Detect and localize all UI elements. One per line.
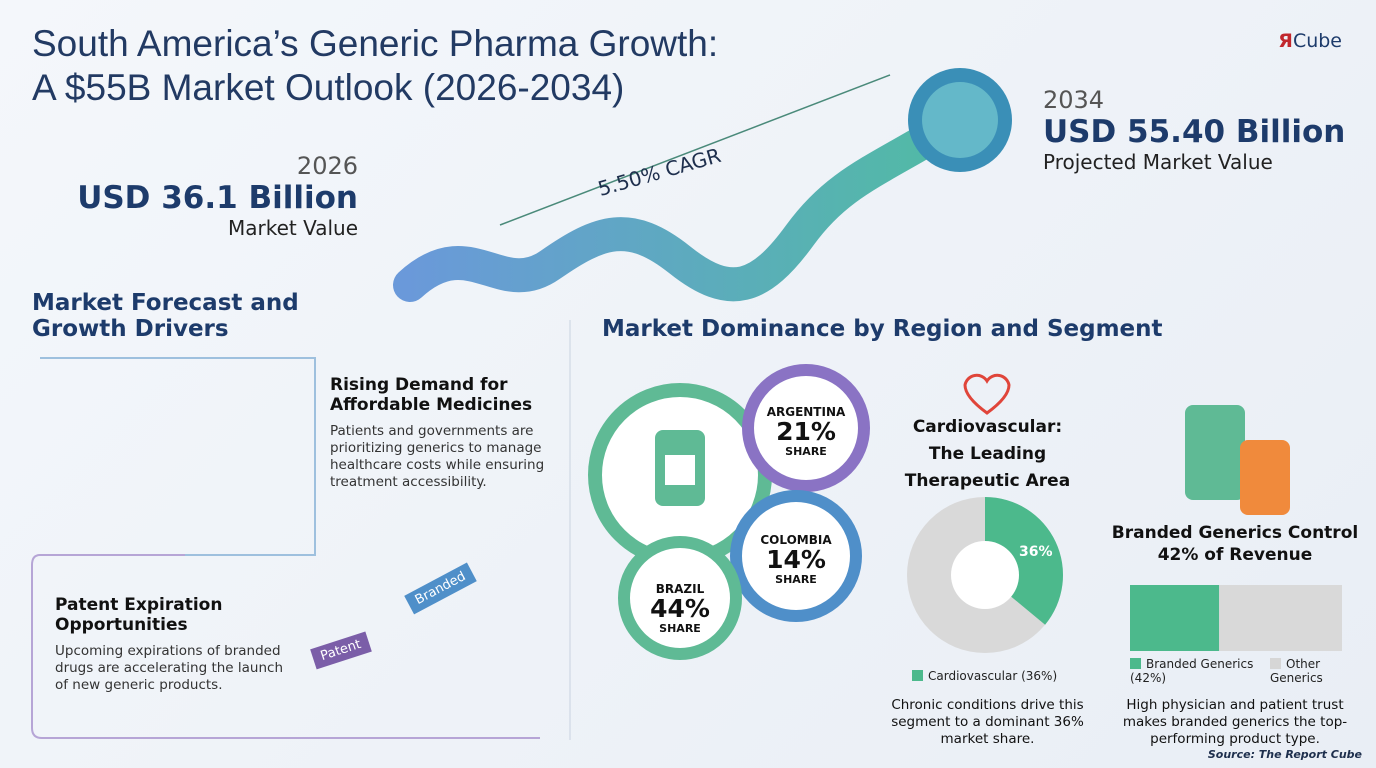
- bar-legend: Other Generics: [1270, 657, 1350, 685]
- segment-note: High physician and patient trust makes b…: [1122, 697, 1348, 747]
- legend-text: Other Generics: [1270, 657, 1323, 685]
- cagr-arrow: [499, 74, 891, 226]
- logo-text: Cube: [1292, 30, 1342, 52]
- driver: Rising Demand for Affordable Medicines P…: [330, 375, 545, 491]
- legend-text: Branded Generics (42%): [1130, 657, 1254, 685]
- end-value: USD 55.40 Billion: [1043, 114, 1346, 150]
- region-ring: [730, 490, 862, 622]
- start-label: Market Value: [227, 216, 358, 240]
- pie-legend: Cardiovascular (36%): [912, 669, 1057, 683]
- region-label: SHARE: [785, 445, 827, 458]
- region-name: BRAZIL: [655, 582, 705, 596]
- bottle-icon: [1240, 440, 1290, 515]
- title: South America’s Generic Pharma Growth: A …: [32, 22, 718, 110]
- driver: Patent Expiration Opportunities Upcoming…: [55, 595, 295, 694]
- start-stat: 2026 USD 36.1 Billion Market Value: [77, 152, 358, 240]
- segment-title: Branded Generics Control 42% of Revenue: [1111, 523, 1359, 565]
- end-label: Projected Market Value: [1043, 150, 1273, 174]
- bottle-label: [665, 455, 695, 485]
- therapeutic-note: Chronic conditions drive this segment to…: [891, 697, 1084, 747]
- region-ring: [618, 536, 742, 660]
- logo: ЯCube: [1278, 30, 1342, 52]
- therapeutic-title: Cardiovascular: The Leading Therapeutic …: [904, 417, 1071, 491]
- region-share: 14%: [766, 545, 826, 574]
- region: COLOMBIA 14% SHARE: [741, 533, 851, 586]
- source: Source: The Report Cube: [1207, 748, 1362, 761]
- driver-text: Patients and governments are prioritizin…: [330, 423, 545, 490]
- heart-icon: [963, 373, 1011, 415]
- region-ring: [742, 364, 870, 492]
- pie-slice: [985, 497, 1063, 625]
- region: ARGENTINA 21% SHARE: [751, 405, 861, 458]
- section-heading: Market Forecast and Growth Drivers: [32, 290, 299, 342]
- bar-legend: Branded Generics (42%): [1130, 657, 1265, 685]
- title-line: South America’s Generic Pharma Growth:: [32, 23, 719, 64]
- driver-text: Upcoming expirations of branded drugs ar…: [55, 643, 284, 693]
- logo-mark: Я: [1278, 30, 1293, 52]
- legend-text: Cardiovascular (36%): [928, 669, 1058, 683]
- title-line: A $55B Market Outlook (2026-2034): [32, 67, 625, 108]
- region-share: 21%: [776, 417, 836, 446]
- bar: [1130, 585, 1220, 651]
- start-year: 2026: [296, 152, 358, 180]
- card-outline: [40, 357, 316, 556]
- region-label: SHARE: [659, 622, 701, 635]
- end-year: 2034: [1043, 86, 1105, 114]
- start-value: USD 36.1 Billion: [77, 180, 358, 216]
- growth-ribbon: [393, 103, 977, 302]
- pie-label: 36%: [1019, 544, 1053, 560]
- bottle-icon: [1185, 405, 1245, 500]
- region-name: COLOMBIA: [760, 533, 832, 547]
- section-heading: Market Dominance by Region and Segment: [602, 316, 1163, 342]
- pie-hole: [951, 541, 1019, 609]
- ribbon-end-inner: [922, 82, 998, 158]
- driver-title: Patent Expiration Opportunities: [55, 595, 223, 635]
- region-name: ARGENTINA: [766, 405, 846, 419]
- end-stat: 2034 USD 55.40 Billion Projected Market …: [1043, 86, 1345, 174]
- card-outline: [31, 554, 540, 739]
- region: BRAZIL 44% SHARE: [625, 582, 735, 635]
- region-share: 44%: [650, 594, 710, 623]
- driver-title: Rising Demand for Affordable Medicines: [330, 375, 533, 415]
- region-label: SHARE: [775, 573, 817, 586]
